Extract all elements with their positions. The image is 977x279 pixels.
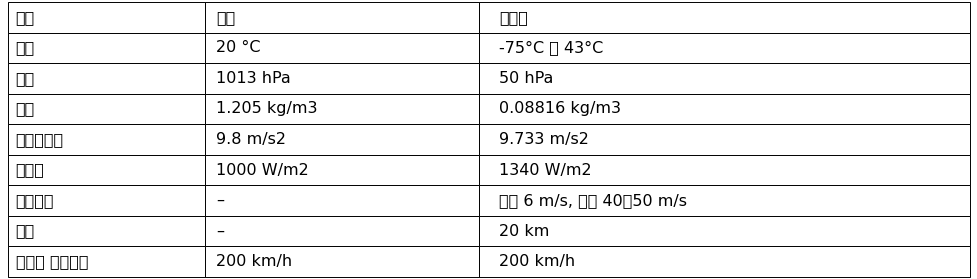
- Bar: [479, 2, 969, 33]
- Text: 20 km: 20 km: [498, 223, 549, 239]
- Bar: [479, 246, 969, 277]
- Bar: [8, 124, 205, 155]
- Text: 중력가속도: 중력가속도: [16, 132, 64, 147]
- Text: 압력: 압력: [16, 71, 35, 86]
- Bar: [8, 33, 205, 63]
- Bar: [205, 155, 479, 185]
- Text: –: –: [216, 223, 224, 239]
- Bar: [8, 246, 205, 277]
- Text: 0.08816 kg/m3: 0.08816 kg/m3: [498, 102, 620, 117]
- Text: 1013 hPa: 1013 hPa: [216, 71, 290, 86]
- Text: 탑재체 비행속도: 탑재체 비행속도: [16, 254, 88, 269]
- Text: 성층권: 성층권: [498, 10, 528, 25]
- Bar: [479, 33, 969, 63]
- Bar: [205, 246, 479, 277]
- Bar: [479, 155, 969, 185]
- Text: 200 km/h: 200 km/h: [216, 254, 292, 269]
- Bar: [205, 63, 479, 94]
- Text: 1340 W/m2: 1340 W/m2: [498, 162, 591, 177]
- Text: 평균 6 m/s, 최고 40～50 m/s: 평균 6 m/s, 최고 40～50 m/s: [498, 193, 686, 208]
- Bar: [205, 185, 479, 216]
- Text: 200 km/h: 200 km/h: [498, 254, 574, 269]
- Text: 1.205 kg/m3: 1.205 kg/m3: [216, 102, 318, 117]
- Bar: [479, 185, 969, 216]
- Text: 20 °C: 20 °C: [216, 40, 260, 56]
- Text: 바람속도: 바람속도: [16, 193, 54, 208]
- Text: 9.733 m/s2: 9.733 m/s2: [498, 132, 588, 147]
- Text: 1000 W/m2: 1000 W/m2: [216, 162, 309, 177]
- Bar: [205, 33, 479, 63]
- Bar: [8, 94, 205, 124]
- Bar: [479, 216, 969, 246]
- Bar: [8, 2, 205, 33]
- Text: -75°C ～ 43°C: -75°C ～ 43°C: [498, 40, 603, 56]
- Text: 태양광: 태양광: [16, 162, 45, 177]
- Bar: [205, 2, 479, 33]
- Text: 50 hPa: 50 hPa: [498, 71, 553, 86]
- Bar: [8, 155, 205, 185]
- Text: 고도: 고도: [16, 223, 35, 239]
- Bar: [479, 124, 969, 155]
- Bar: [8, 63, 205, 94]
- Bar: [8, 185, 205, 216]
- Bar: [205, 124, 479, 155]
- Bar: [205, 216, 479, 246]
- Text: 밀도: 밀도: [16, 102, 35, 117]
- Bar: [479, 94, 969, 124]
- Text: 기온: 기온: [16, 40, 35, 56]
- Bar: [479, 63, 969, 94]
- Bar: [205, 94, 479, 124]
- Bar: [8, 216, 205, 246]
- Text: 9.8 m/s2: 9.8 m/s2: [216, 132, 286, 147]
- Text: 지상: 지상: [216, 10, 235, 25]
- Text: –: –: [216, 193, 224, 208]
- Text: 항목: 항목: [16, 10, 35, 25]
